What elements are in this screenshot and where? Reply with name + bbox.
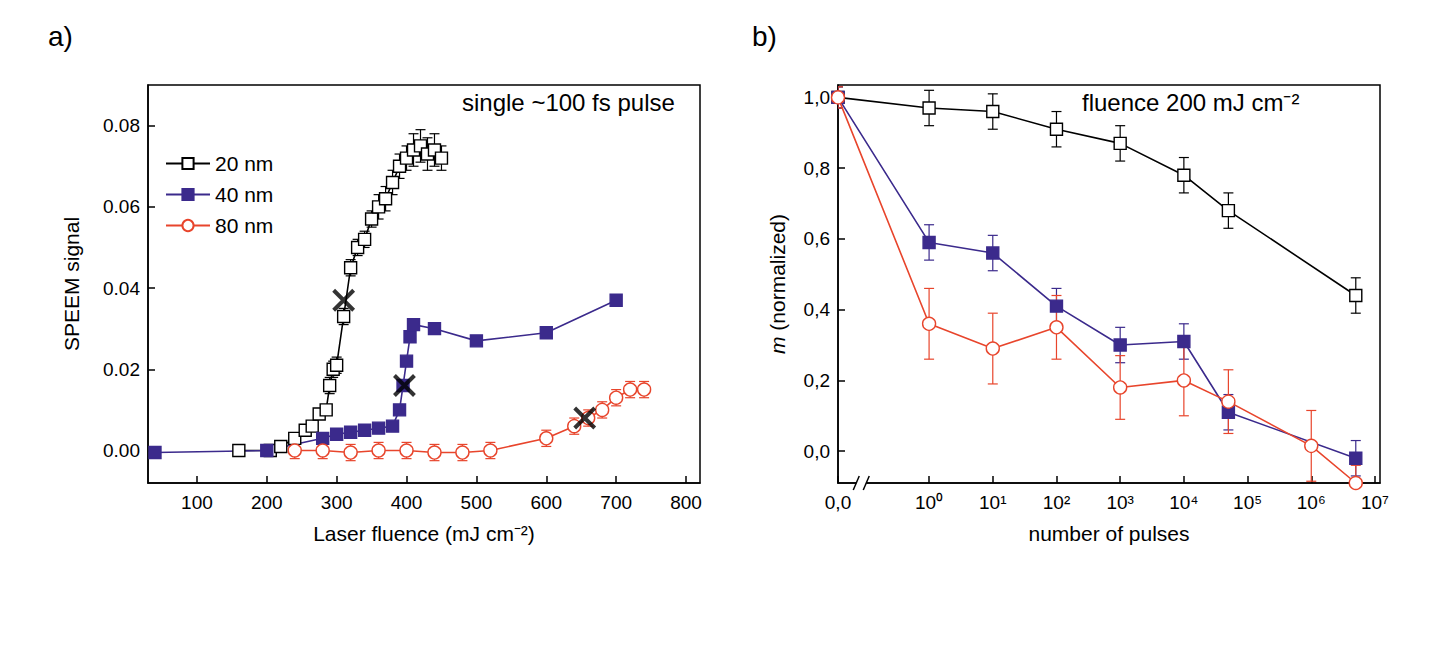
svg-text:100: 100 (181, 492, 213, 513)
svg-text:10²: 10² (1043, 492, 1070, 513)
svg-text:SPEEM signal: SPEEM signal (60, 217, 83, 351)
svg-text:600: 600 (530, 492, 562, 513)
svg-text:0.06: 0.06 (103, 196, 140, 217)
svg-text:500: 500 (461, 492, 493, 513)
svg-text:0,0: 0,0 (825, 492, 851, 513)
svg-text:10⁰: 10⁰ (915, 492, 943, 513)
svg-text:400: 400 (391, 492, 423, 513)
svg-text:10⁵: 10⁵ (1233, 492, 1262, 513)
svg-text:(normalized): (normalized) (766, 214, 789, 337)
svg-text:700: 700 (600, 492, 632, 513)
svg-text:0.04: 0.04 (103, 278, 140, 299)
svg-text:fluence 200 mJ cm⁻²: fluence 200 mJ cm⁻² (1082, 89, 1299, 116)
svg-text:0,8: 0,8 (804, 158, 830, 179)
svg-text:b): b) (752, 21, 777, 52)
svg-text:a): a) (48, 21, 73, 52)
svg-text:300: 300 (321, 492, 353, 513)
svg-text:Laser fluence (mJ cm⁻²): Laser fluence (mJ cm⁻²) (313, 522, 535, 545)
svg-text:0,2: 0,2 (804, 370, 830, 391)
svg-text:0.02: 0.02 (103, 359, 140, 380)
svg-text:single ~100 fs pulse: single ~100 fs pulse (462, 89, 675, 116)
svg-text:0,6: 0,6 (804, 228, 830, 249)
svg-text:0,4: 0,4 (804, 299, 831, 320)
svg-text:0.08: 0.08 (103, 115, 140, 136)
svg-text:10⁴: 10⁴ (1169, 492, 1198, 513)
svg-text:40 nm: 40 nm (215, 183, 273, 206)
svg-text:200: 200 (251, 492, 283, 513)
svg-text:m: m (766, 337, 789, 355)
svg-text:10¹: 10¹ (979, 492, 1006, 513)
svg-text:80 nm: 80 nm (215, 214, 273, 237)
svg-text:800: 800 (670, 492, 702, 513)
svg-text:0,0: 0,0 (804, 441, 830, 462)
svg-text:1,0: 1,0 (804, 87, 830, 108)
svg-text:10³: 10³ (1106, 492, 1133, 513)
svg-text:10⁷: 10⁷ (1361, 492, 1389, 513)
svg-text:0.00: 0.00 (103, 440, 140, 461)
svg-text:20 nm: 20 nm (215, 152, 273, 175)
svg-text:10⁶: 10⁶ (1297, 492, 1326, 513)
svg-text:number of pulses: number of pulses (1028, 522, 1189, 545)
